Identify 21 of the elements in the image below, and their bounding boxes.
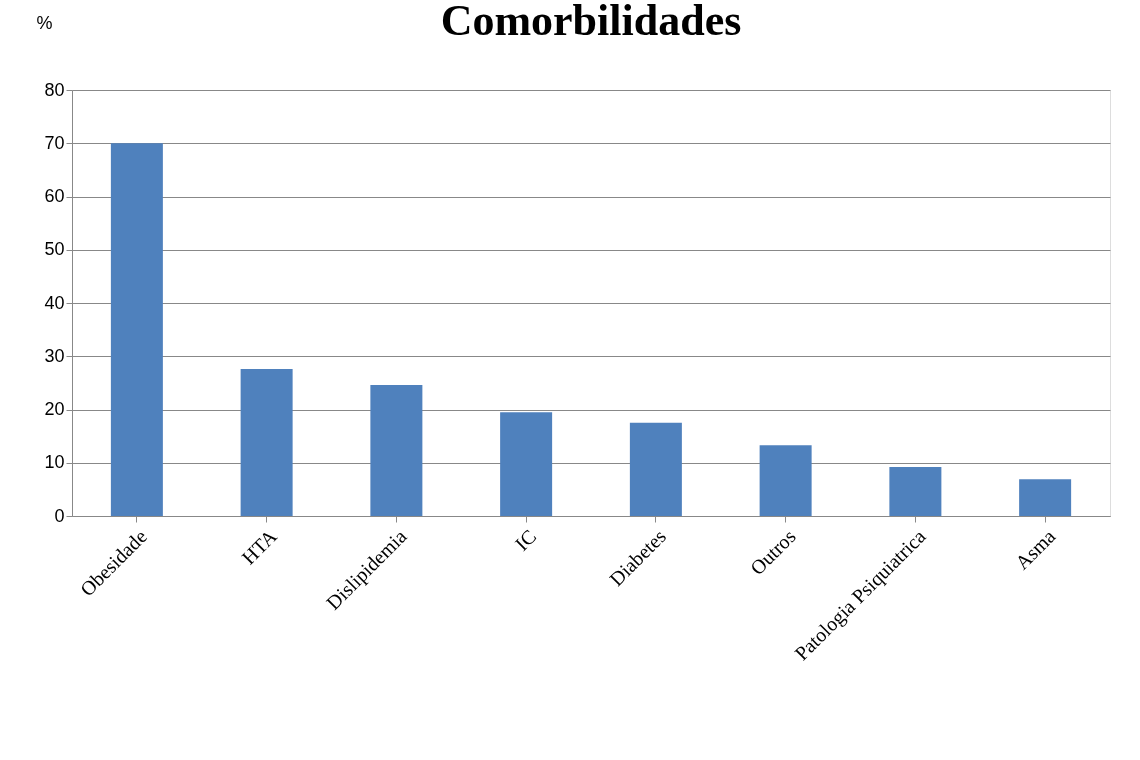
x-tick-label: HTA (237, 524, 282, 569)
y-tick-label: 40 (44, 292, 65, 313)
y-tick-label: 0 (54, 505, 65, 526)
y-tick-label: 50 (44, 239, 65, 260)
y-tick-label: 60 (44, 186, 65, 206)
bar (759, 445, 812, 516)
y-tick-label: 20 (44, 399, 65, 419)
bar (110, 143, 163, 516)
bar (500, 412, 553, 516)
bar (1019, 479, 1072, 516)
bar (629, 422, 682, 516)
y-tick-label: 10 (44, 452, 65, 473)
bar (240, 369, 293, 516)
bar (370, 385, 423, 516)
y-axis-title: % (36, 12, 53, 33)
y-tick-label: 70 (44, 132, 65, 153)
y-tick-label: 80 (44, 79, 65, 100)
x-tick-label: IC (510, 525, 541, 555)
chart-title: Comorbilidades (440, 0, 742, 45)
y-tick-label: 30 (44, 345, 65, 366)
bar (889, 467, 942, 516)
